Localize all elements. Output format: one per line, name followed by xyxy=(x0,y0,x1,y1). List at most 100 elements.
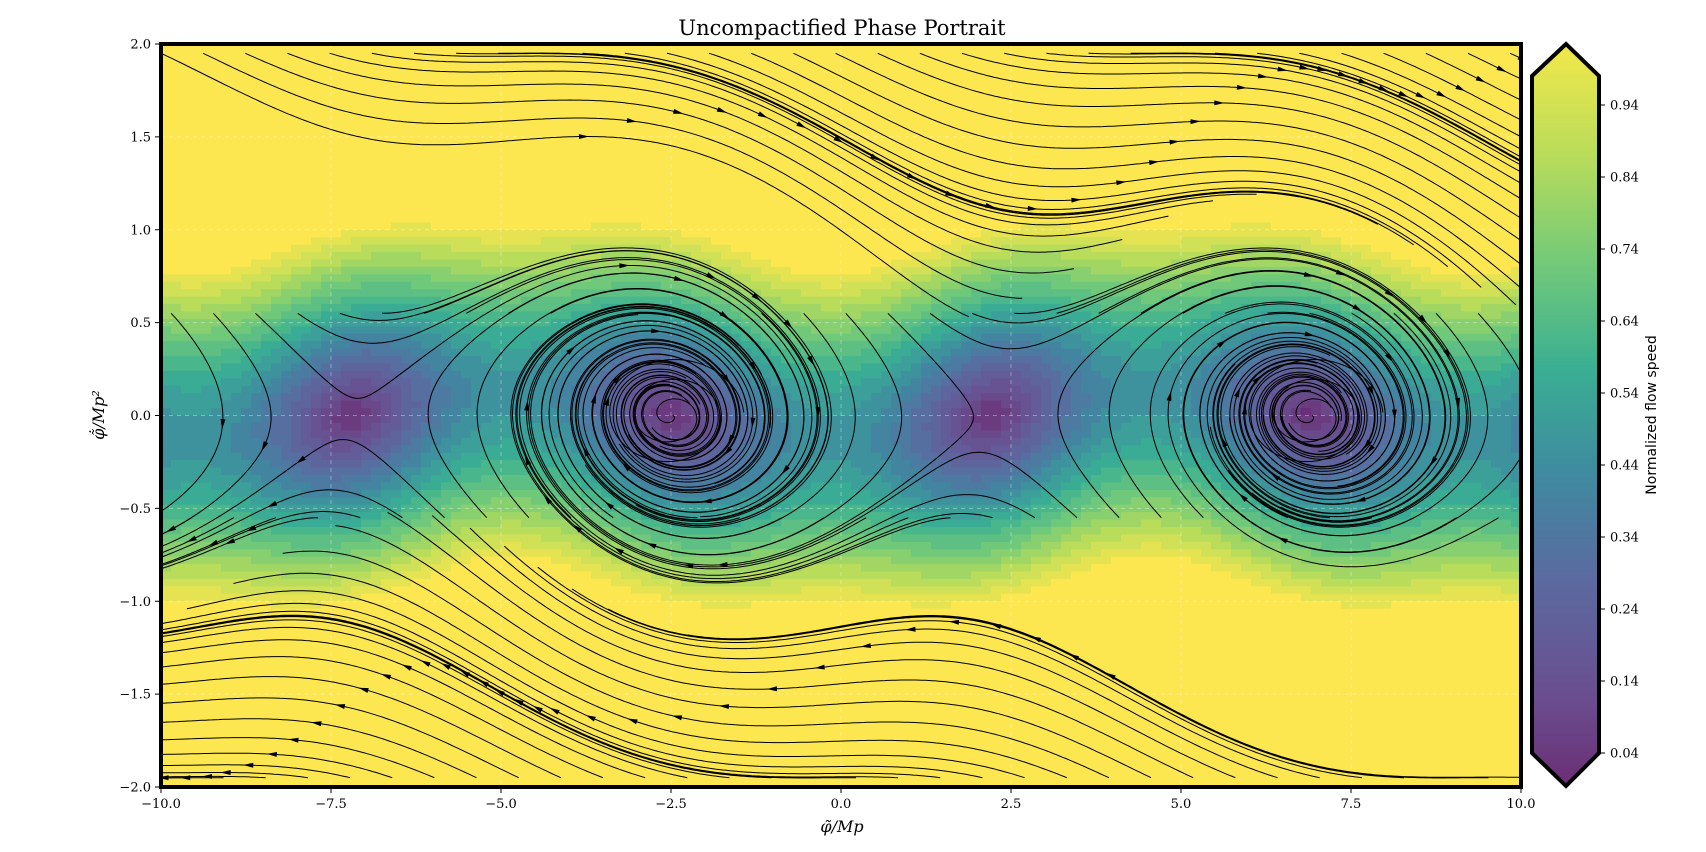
heatmap-cell xyxy=(171,356,182,365)
heatmap-cell xyxy=(461,96,472,105)
heatmap-cell xyxy=(311,556,322,565)
heatmap-cell xyxy=(601,697,612,706)
heatmap-cell xyxy=(241,393,252,402)
heatmap-cell xyxy=(311,474,322,483)
heatmap-cell xyxy=(501,148,512,157)
heatmap-cell xyxy=(621,370,632,379)
heatmap-cell xyxy=(321,393,332,402)
heatmap-cell xyxy=(501,586,512,595)
heatmap-cell xyxy=(371,73,382,82)
heatmap-cell xyxy=(291,556,302,565)
heatmap-cell xyxy=(631,645,642,654)
heatmap-cell xyxy=(271,73,282,82)
heatmap-cell xyxy=(281,58,292,67)
heatmap-cell xyxy=(571,237,582,246)
heatmap-cell xyxy=(631,712,642,721)
heatmap-cell xyxy=(451,415,462,424)
heatmap-cell xyxy=(261,697,272,706)
heatmap-cell xyxy=(311,348,322,357)
heatmap-cell xyxy=(651,177,662,186)
heatmap-cell xyxy=(341,430,352,439)
heatmap-cell xyxy=(471,504,482,513)
heatmap-cell xyxy=(411,170,422,179)
heatmap-cell xyxy=(591,125,602,134)
heatmap-cell xyxy=(441,326,452,335)
heatmap-cell xyxy=(311,437,322,446)
heatmap-cell xyxy=(291,675,302,684)
heatmap-cell xyxy=(221,526,232,535)
heatmap-cell xyxy=(451,385,462,394)
heatmap-cell xyxy=(531,400,542,409)
heatmap-cell xyxy=(491,437,502,446)
heatmap-cell xyxy=(641,274,652,283)
heatmap-cell xyxy=(301,675,312,684)
heatmap-cell xyxy=(181,571,192,580)
heatmap-cell xyxy=(361,296,372,305)
heatmap-cell xyxy=(261,430,272,439)
heatmap-cell xyxy=(301,51,312,60)
heatmap-cell xyxy=(161,348,172,357)
heatmap-cell xyxy=(331,88,342,97)
heatmap-cell xyxy=(651,296,662,305)
heatmap-cell xyxy=(221,318,232,327)
heatmap-cell xyxy=(341,660,352,669)
heatmap-cell xyxy=(541,125,552,134)
heatmap-cell xyxy=(641,229,652,238)
heatmap-cell xyxy=(611,519,622,528)
heatmap-cell xyxy=(631,638,642,647)
heatmap-cell xyxy=(621,110,632,119)
heatmap-cell xyxy=(471,437,482,446)
heatmap-cell xyxy=(551,675,562,684)
heatmap-cell xyxy=(491,593,502,602)
heatmap-cell xyxy=(541,734,552,744)
heatmap-cell xyxy=(451,653,462,662)
heatmap-cell xyxy=(191,333,202,342)
heatmap-cell xyxy=(171,757,182,766)
heatmap-cell xyxy=(281,237,292,246)
heatmap-cell xyxy=(421,244,432,253)
heatmap-cell xyxy=(431,400,442,409)
heatmap-cell xyxy=(231,296,242,305)
heatmap-cell xyxy=(621,712,632,721)
heatmap-cell xyxy=(411,764,422,773)
heatmap-cell xyxy=(371,229,382,238)
heatmap-cell xyxy=(651,445,662,454)
heatmap-cell xyxy=(501,356,512,365)
heatmap-cell xyxy=(501,616,512,625)
heatmap-cell xyxy=(261,237,272,246)
heatmap-cell xyxy=(431,281,442,290)
heatmap-cell xyxy=(391,504,402,513)
heatmap-cell xyxy=(491,653,502,662)
heatmap-cell xyxy=(551,244,562,253)
heatmap-cell xyxy=(521,311,532,320)
heatmap-cell xyxy=(491,296,502,305)
heatmap-cell xyxy=(251,727,262,736)
heatmap-cell xyxy=(551,556,562,565)
heatmap-cell xyxy=(311,281,322,290)
heatmap-cell xyxy=(521,207,532,216)
heatmap-cell xyxy=(411,177,422,186)
heatmap-cell xyxy=(211,244,222,253)
heatmap-cell xyxy=(161,489,172,498)
heatmap-cell xyxy=(261,742,272,751)
heatmap-cell xyxy=(411,705,422,714)
heatmap-cell xyxy=(281,311,292,320)
heatmap-cell xyxy=(501,51,512,60)
heatmap-cell xyxy=(381,118,392,127)
heatmap-cell xyxy=(421,177,432,186)
heatmap-cell xyxy=(171,378,182,387)
heatmap-cell xyxy=(181,162,192,171)
heatmap-cell xyxy=(461,430,472,439)
heatmap-cell xyxy=(611,549,622,558)
heatmap-cell xyxy=(371,452,382,461)
heatmap-cell xyxy=(371,601,382,610)
heatmap-cell xyxy=(541,772,552,781)
heatmap-cell xyxy=(621,749,632,758)
heatmap-cell xyxy=(361,653,372,662)
heatmap-cell xyxy=(181,385,192,394)
heatmap-cell xyxy=(521,474,532,483)
heatmap-cell xyxy=(301,341,312,350)
heatmap-cell xyxy=(501,571,512,580)
heatmap-cell xyxy=(561,44,572,53)
heatmap-cell xyxy=(531,660,542,669)
